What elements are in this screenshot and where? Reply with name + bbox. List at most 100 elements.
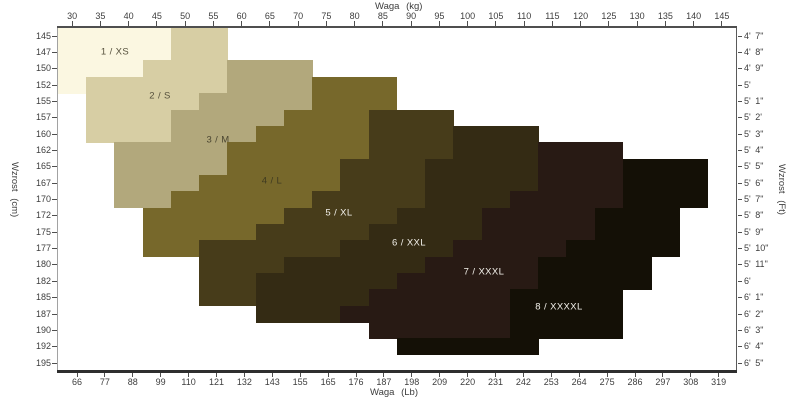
- size-region-label-L: 4 / L: [261, 175, 283, 187]
- kg-tick-mark: [297, 21, 299, 26]
- x-axis-bottom-title: Waga (Lb): [370, 387, 418, 398]
- kg-tick-mark: [664, 21, 666, 26]
- cm-tick-mark: [52, 182, 57, 184]
- kg-tick-mark: [354, 21, 356, 26]
- kg-tick-mark: [438, 21, 440, 26]
- x-axis-top-line: [57, 25, 737, 28]
- lb-tick-mark: [690, 372, 692, 377]
- lb-tick-mark: [634, 372, 636, 377]
- ft-tick-label: 5' 1": [744, 95, 764, 106]
- kg-tick-mark: [184, 21, 186, 26]
- ft-tick-mark: [737, 35, 742, 37]
- ft-tick-label: 5' 3": [744, 128, 764, 139]
- size-region-S: [86, 76, 228, 94]
- ft-tick-label: 4' 7": [744, 30, 764, 41]
- size-region-XXXL: [538, 174, 624, 192]
- size-region-L: [142, 240, 200, 258]
- size-region-XXXL: [396, 273, 539, 290]
- y-axis-left-title: Wzrost (cm): [9, 162, 20, 218]
- ft-tick-mark: [737, 362, 742, 364]
- lb-tick-label: 209: [432, 377, 448, 387]
- size-region-L: [142, 207, 285, 225]
- cm-tick-label: 160: [35, 128, 51, 139]
- lb-tick-label: 99: [155, 377, 166, 387]
- size-region-XXXXL: [594, 207, 680, 225]
- size-region-XXXXL: [622, 174, 708, 192]
- size-region-XXXXL: [396, 338, 539, 356]
- lb-tick-label: 132: [236, 377, 252, 387]
- cm-tick-mark: [52, 199, 57, 201]
- size-region-M: [114, 174, 200, 192]
- kg-tick-label: 55: [208, 11, 219, 21]
- size-region-XL: [255, 223, 369, 241]
- kg-tick-mark: [580, 21, 582, 26]
- kg-tick-mark: [636, 21, 638, 26]
- ft-tick-label: 5' 4": [744, 145, 764, 156]
- ft-tick-mark: [737, 100, 742, 102]
- lb-tick-mark: [467, 372, 469, 377]
- ft-tick-label: 5' 10": [744, 243, 769, 254]
- lb-tick-mark: [383, 372, 385, 377]
- lb-tick-mark: [160, 372, 162, 377]
- lb-tick-label: 121: [208, 377, 225, 387]
- size-region-XL: [340, 174, 426, 192]
- ft-tick-mark: [737, 215, 742, 217]
- size-region-M: [114, 142, 228, 160]
- ft-tick-label: 6' 4": [744, 341, 764, 352]
- size-region-XXL: [340, 240, 454, 258]
- kg-tick-label: 45: [151, 11, 162, 21]
- lb-tick-label: 275: [599, 377, 615, 387]
- cm-tick-label: 167: [35, 177, 51, 188]
- kg-tick-mark: [721, 21, 723, 26]
- size-region-M: [114, 191, 172, 209]
- y-axis-left-line: [56, 28, 58, 370]
- lb-tick-label: 319: [711, 377, 727, 387]
- cm-tick-label: 180: [35, 259, 51, 270]
- size-region-XXXL: [453, 240, 567, 258]
- size-region-L: [255, 125, 369, 143]
- kg-tick-label: 40: [123, 11, 134, 21]
- size-region-M: [114, 158, 228, 176]
- lb-tick-mark: [132, 372, 134, 377]
- size-region-XXXL: [368, 322, 511, 339]
- lb-tick-label: 286: [627, 377, 643, 387]
- cm-tick-mark: [52, 329, 57, 331]
- y-axis-right-line: [736, 28, 738, 370]
- lb-tick-mark: [355, 372, 357, 377]
- ft-tick-mark: [737, 199, 742, 201]
- size-region-S: [170, 44, 228, 61]
- ft-tick-mark: [737, 248, 742, 250]
- size-region-S: [86, 93, 200, 110]
- cm-tick-label: 165: [35, 161, 51, 172]
- size-region-XL: [199, 273, 256, 290]
- kg-tick-label: 80: [349, 11, 360, 21]
- kg-tick-mark: [269, 21, 271, 26]
- ft-tick-mark: [737, 51, 742, 53]
- cm-tick-mark: [52, 215, 57, 217]
- size-region-XXL: [255, 273, 398, 290]
- kg-tick-mark: [467, 21, 469, 26]
- size-region-XXL: [425, 174, 539, 192]
- cm-tick-label: 170: [35, 194, 51, 205]
- kg-tick-mark: [551, 21, 553, 26]
- cm-tick-mark: [52, 231, 57, 233]
- kg-tick-label: 85: [377, 11, 388, 21]
- size-region-XXXXL: [509, 322, 624, 339]
- kg-tick-label: 35: [95, 11, 106, 21]
- kg-tick-mark: [523, 21, 525, 26]
- ft-tick-mark: [737, 264, 742, 266]
- ft-tick-label: 5' 2': [744, 112, 762, 123]
- kg-tick-mark: [241, 21, 243, 26]
- kg-tick-label: 100: [460, 11, 476, 21]
- size-region-XL: [340, 158, 426, 176]
- ft-tick-label: 6' 5": [744, 357, 764, 368]
- ft-tick-label: 5' 8": [744, 210, 764, 221]
- y-axis-right-title: Wzrost (Ft): [776, 164, 787, 215]
- lb-tick-mark: [718, 372, 720, 377]
- size-region-M: [170, 109, 285, 127]
- ft-tick-mark: [737, 68, 742, 70]
- size-region-L: [227, 158, 341, 176]
- lb-tick-mark: [76, 372, 78, 377]
- lb-tick-mark: [578, 372, 580, 377]
- size-region-XXL: [453, 142, 539, 160]
